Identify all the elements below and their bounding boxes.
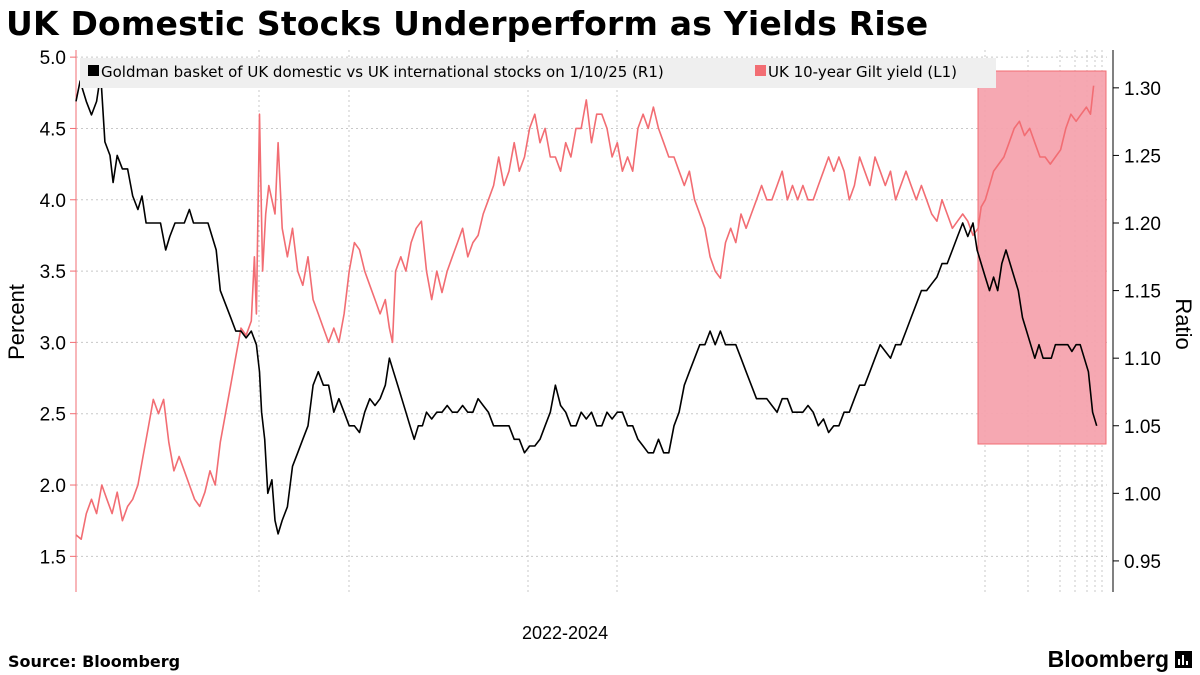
right-tick-label: 1.30 <box>1124 79 1161 100</box>
source-note: Source: Bloomberg <box>8 652 181 671</box>
highlight-rect <box>977 70 1107 445</box>
left-axis-label: Percent <box>4 284 29 360</box>
bloomberg-bars-icon <box>1175 651 1192 668</box>
right-tick-label: 1.00 <box>1124 484 1161 505</box>
left-y-axis: 1.5 2.0 2.5 3.0 3.5 4.0 4.5 5.0 <box>40 48 77 592</box>
legend-swatch <box>88 65 99 76</box>
goldman-basket-line <box>75 73 1098 535</box>
right-tick-label: 1.05 <box>1124 417 1161 438</box>
legend-swatch <box>755 65 766 76</box>
left-tick-label: 2.5 <box>40 405 66 426</box>
highlight-region <box>977 70 1107 445</box>
legend: Goldman basket of UK domestic vs UK inte… <box>80 58 996 88</box>
gilt-yield-line <box>75 85 1095 541</box>
right-tick-label: 1.10 <box>1124 349 1161 370</box>
brand-logo: Bloomberg <box>1048 646 1192 673</box>
legend-box <box>80 58 996 88</box>
series-lines <box>75 73 1098 541</box>
right-tick-label: 1.15 <box>1124 282 1161 303</box>
right-tick-label: 1.20 <box>1124 214 1161 235</box>
left-tick-label: 5.0 <box>40 48 66 69</box>
right-tick-label: 0.95 <box>1124 552 1161 573</box>
left-tick-label: 1.5 <box>40 547 66 568</box>
legend-item-gilt-yield: UK 10-year Gilt yield (L1) <box>768 63 957 81</box>
left-tick-label: 3.0 <box>40 333 66 354</box>
right-tick-label: 1.25 <box>1124 146 1161 167</box>
left-tick-label: 4.0 <box>40 191 66 212</box>
left-tick-label: 2.0 <box>40 476 66 497</box>
legend-item-goldman-basket: Goldman basket of UK domestic vs UK inte… <box>101 63 664 81</box>
x-axis-label: 2022-2024 <box>522 623 609 643</box>
grid-lines <box>76 50 1107 592</box>
right-y-axis: 0.95 1.00 1.05 1.10 1.15 1.20 1.25 1.30 <box>1112 50 1161 592</box>
left-tick-label: 3.5 <box>40 262 66 283</box>
left-tick-label: 4.5 <box>40 119 66 140</box>
chart-title: UK Domestic Stocks Underperform as Yield… <box>6 4 929 43</box>
right-axis-label: Ratio <box>1171 298 1196 349</box>
brand-name: Bloomberg <box>1047 646 1169 672</box>
